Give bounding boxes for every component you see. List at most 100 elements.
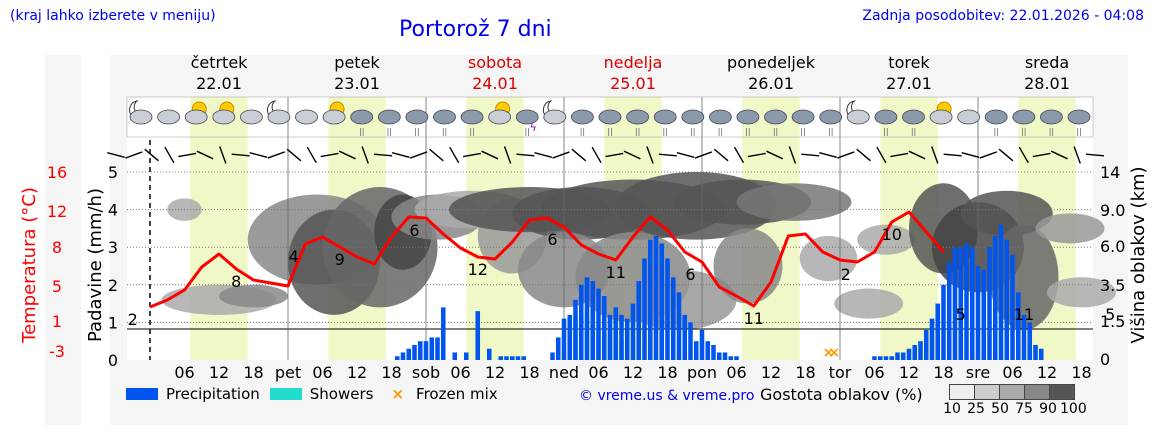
wind-barb: [623, 150, 641, 160]
wind-barb: [819, 151, 837, 159]
cloud-height-tick: 14: [1100, 163, 1120, 182]
rain-drops: ||: [387, 127, 392, 136]
cloud-shape: [295, 109, 318, 125]
temperature-label: 11: [606, 263, 626, 282]
rain-drops: ||: [414, 127, 419, 136]
rain-drops: ||: [1076, 127, 1081, 136]
precipitation-bar: [670, 277, 676, 360]
temperature-line: [149, 210, 945, 309]
precipitation-bar: [440, 307, 446, 360]
wind-barb: [249, 151, 268, 159]
rain-drops: ||: [800, 127, 805, 136]
wind-barb: [658, 153, 677, 157]
precipitation-bar: [515, 356, 521, 360]
rain-cloud-icon: ||: [405, 109, 429, 136]
cloud-density-area: [960, 190, 1053, 236]
wind-barb: [571, 148, 587, 162]
precipitation-bar: [952, 247, 958, 360]
night-cloud-icon: [129, 100, 153, 125]
precipitation-bar: [550, 352, 555, 360]
time-tick: 18: [519, 363, 539, 382]
cloud-shape: [212, 109, 236, 125]
precipitation-bar: [877, 356, 883, 360]
wind-barb: [391, 151, 410, 159]
cloud-height-tick: 0: [1100, 350, 1110, 369]
precipitation-bar: [659, 243, 665, 360]
rain-cloud-icon: ||: [984, 109, 1008, 136]
rain-cloud-icon: ||: [653, 109, 677, 136]
precipitation-bar: [998, 224, 1004, 360]
precipitation-bar: [929, 318, 935, 360]
day-name: sobota: [468, 53, 522, 72]
precipitation-bar: [688, 322, 693, 360]
temperature-label: 5: [956, 305, 966, 324]
wind-barb: [646, 146, 654, 164]
cloud-density-area: [219, 284, 288, 308]
rain-cloud-icon: ||: [681, 109, 705, 136]
rain-cloud-icon: ||: [460, 109, 484, 136]
last-updated: Zadnja posodobitev: 22.01.2026 - 04:08: [862, 8, 1144, 24]
precipitation-bar: [728, 356, 734, 360]
temperature-label: 11: [1014, 305, 1034, 324]
precipitation-bar: [601, 296, 607, 360]
cloud-density-area: [1047, 277, 1116, 308]
wind-barb: [747, 152, 766, 158]
rain-drops: ||: [911, 127, 916, 136]
copyright-link[interactable]: © vreme.us & vreme.pro: [579, 388, 755, 404]
time-tick: 12: [347, 363, 367, 382]
wind-barb: [1032, 152, 1051, 158]
wind-barb: [943, 153, 962, 157]
time-tick: 18: [795, 363, 815, 382]
precipitation-bar: [1027, 322, 1033, 360]
wind-barb: [713, 148, 729, 162]
precipitation-bar: [987, 247, 992, 360]
cloud-shape: [653, 109, 677, 125]
cloud-height-axis-label: Višina oblakov (km): [1128, 166, 1149, 343]
wind-barb: [1073, 146, 1081, 164]
time-tick: pon: [687, 363, 717, 382]
cloud-shape: [957, 109, 980, 125]
precipitation-bar: [716, 352, 722, 360]
rain-cloud-icon: ||: [433, 109, 456, 136]
precip-tick: 1: [108, 313, 118, 332]
precipitation-bar: [941, 284, 946, 360]
cloud-shape: [267, 109, 291, 125]
precipitation-swatch: [126, 388, 158, 400]
time-tick: 12: [485, 363, 505, 382]
wind-barb: [1050, 150, 1068, 160]
cloud-height-tick: 1.5: [1100, 312, 1125, 331]
wind-barb: [534, 151, 553, 159]
rain-cloud-icon: ||: [350, 109, 374, 136]
wind-barb: [931, 146, 939, 164]
precipitation-bar: [412, 344, 417, 360]
time-tick: tor: [829, 363, 852, 382]
precipitation-bar: [486, 348, 492, 360]
precipitation-bar: [693, 341, 699, 360]
rain-cloud-icon: ||: [791, 109, 815, 136]
temperature-label: 9: [335, 250, 345, 269]
rain-cloud-icon: ||: [874, 109, 898, 136]
precipitation-bar: [596, 288, 601, 360]
precipitation-bar: [475, 311, 481, 360]
wind-barb: [890, 152, 909, 158]
cloud-shape: [322, 109, 346, 125]
rain-drops: ||: [525, 127, 530, 136]
sun-cloud-icon: [212, 101, 236, 125]
cloud-shape: [681, 109, 705, 125]
region-hint[interactable]: (kraj lahko izberete v meniju): [10, 8, 216, 24]
temperature-label: 12: [468, 260, 488, 279]
cloud-density-tick: 75: [1015, 401, 1033, 417]
precipitation-bar: [1004, 239, 1010, 360]
temperature-label: 8: [231, 272, 241, 291]
wind-barb: [361, 146, 369, 164]
precipitation-bar: [400, 352, 406, 360]
precip-tick: 0: [108, 351, 118, 370]
rain-cloud-icon: ||: [764, 109, 787, 136]
precip-tick: 4: [108, 201, 118, 220]
cloud-shape: [157, 109, 181, 125]
cloud-height-tick: 3.5: [1100, 276, 1125, 295]
night-cloud-icon: [267, 100, 291, 125]
cloud-shape: [1012, 109, 1036, 125]
precipitation-bar: [895, 352, 900, 360]
wind-barb: [876, 146, 887, 164]
